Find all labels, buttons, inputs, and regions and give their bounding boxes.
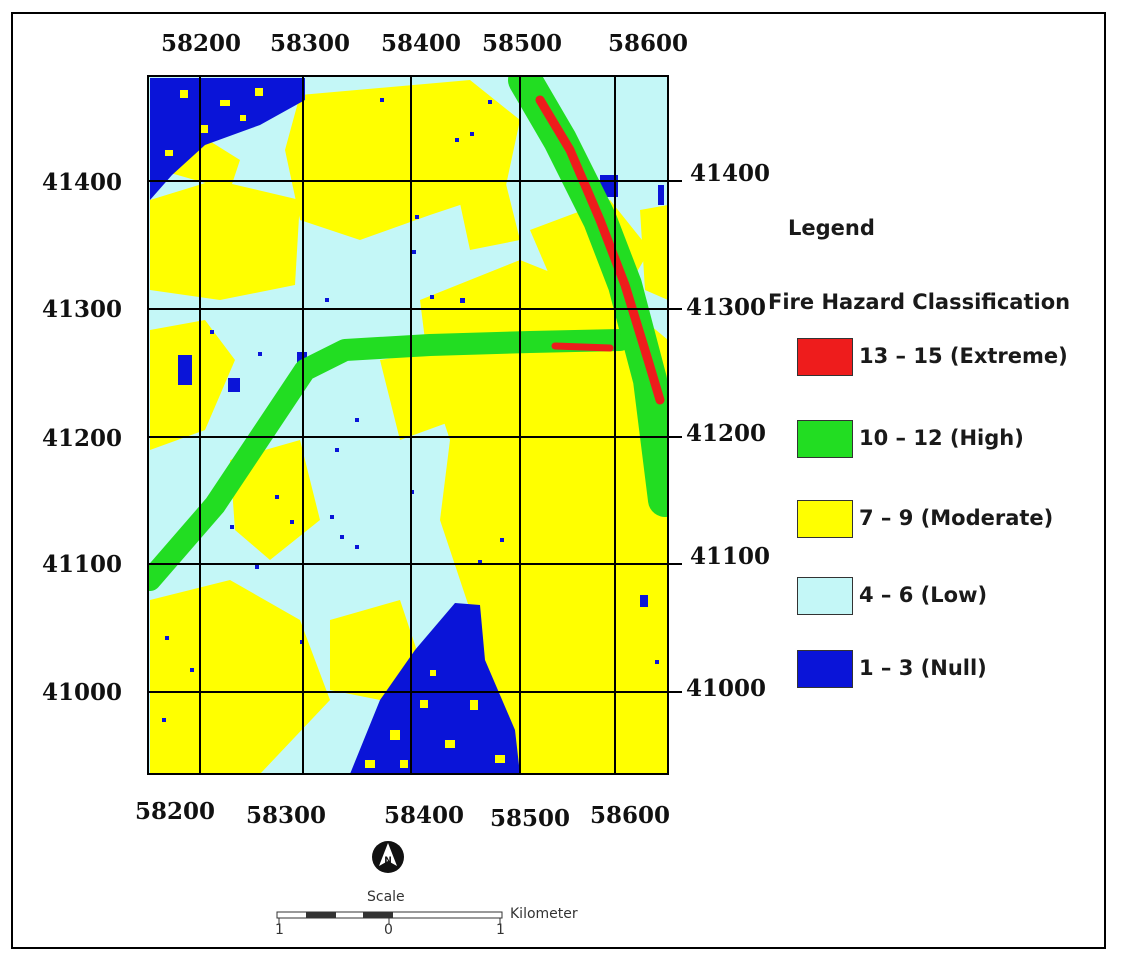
legend-label: 10 – 12 (High) [859,426,1024,450]
legend-swatch [797,650,853,688]
legend-swatch [797,338,853,376]
legend-label: 7 – 9 (Moderate) [859,506,1054,530]
north-arrow-letter: N [384,856,392,866]
left-tick-label: 41100 [42,551,123,578]
legend-item-high: 10 – 12 (High) [797,420,1097,460]
bottom-tick-label: 58600 [590,802,671,829]
scale-bar [276,911,503,924]
bottom-tick-label: 58300 [246,802,327,829]
map-raster [148,76,668,774]
null-zone-speckle [165,88,505,768]
bottom-tick-label: 58400 [384,802,465,829]
right-tick-label: 41300 [686,294,767,321]
right-tick-label: 41000 [686,675,767,702]
grid-extension-ticks [668,180,682,693]
legend-swatch [797,500,853,538]
legend-label: 4 – 6 (Low) [859,583,988,607]
right-tick-label: 41200 [686,420,767,447]
legend-label: 1 – 3 (Null) [859,656,987,680]
extreme-hazard-zones [535,95,665,405]
map-frame [11,12,1106,949]
scale-title: Scale [367,889,405,905]
scale-tick-label: 0 [384,922,393,938]
legend-label: 13 – 15 (Extreme) [859,344,1068,368]
legend-subtitle: Fire Hazard Classification [768,290,1071,314]
bottom-tick-label: 58500 [490,805,571,832]
legend-item-null: 1 – 3 (Null) [797,650,1097,690]
right-tick-label: 41100 [690,543,771,570]
legend-swatch [797,420,853,458]
top-tick-label: 58600 [608,30,689,57]
legend-item-extreme: 13 – 15 (Extreme) [797,338,1097,378]
legend-swatch [797,577,853,615]
scale-tick-label: 1 [275,922,284,938]
scale-tick-label: 1 [496,922,505,938]
scale-unit: Kilometer [510,906,578,922]
legend-title: Legend [788,216,875,240]
left-tick-label: 41000 [42,679,123,706]
north-arrow-icon: N [372,841,404,873]
top-tick-label: 58400 [381,30,462,57]
top-tick-label: 58300 [270,30,351,57]
bottom-tick-label: 58200 [135,798,216,825]
top-tick-label: 58200 [161,30,242,57]
top-tick-label: 58500 [482,30,563,57]
map-grid [147,75,669,775]
right-tick-label: 41400 [690,160,771,187]
legend-item-low: 4 – 6 (Low) [797,577,1097,617]
left-tick-label: 41300 [42,296,123,323]
left-tick-label: 41200 [42,425,123,452]
legend-item-moderate: 7 – 9 (Moderate) [797,500,1097,540]
left-tick-label: 41400 [42,169,123,196]
